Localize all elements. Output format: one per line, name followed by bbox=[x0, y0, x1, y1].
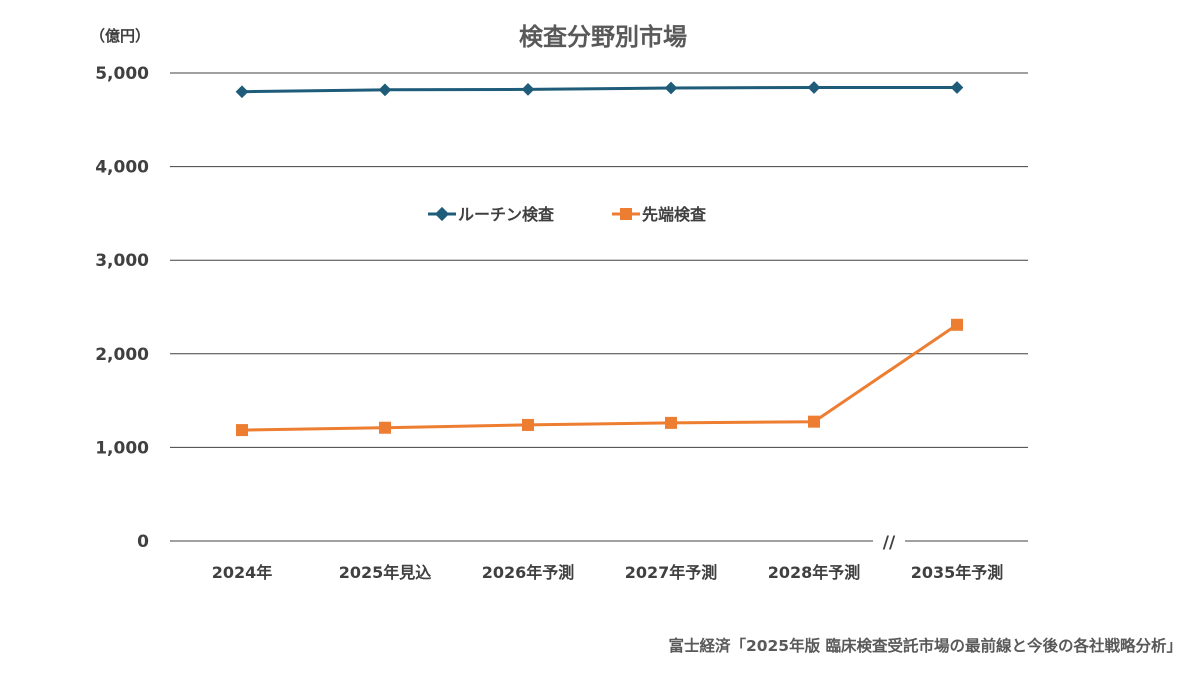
x-tick-label: 2035年予測 bbox=[911, 563, 1004, 582]
y-tick-label: 3,000 bbox=[95, 251, 149, 271]
data-point bbox=[522, 418, 534, 431]
data-point bbox=[378, 83, 392, 97]
chart-title: 検査分野別市場 bbox=[519, 23, 687, 51]
x-tick-label: 2028年予測 bbox=[768, 563, 861, 582]
series-layer bbox=[235, 81, 964, 437]
legend-item-routine: ルーチン検査 bbox=[428, 205, 554, 224]
axis-break-mark: // bbox=[883, 533, 896, 553]
data-point bbox=[236, 424, 248, 437]
y-tick-label: 0 bbox=[137, 532, 149, 552]
data-point bbox=[235, 85, 249, 99]
data-point bbox=[379, 421, 391, 434]
series-line bbox=[241, 323, 958, 432]
y-tick-label: 1,000 bbox=[95, 438, 149, 458]
legend-marker-routine bbox=[434, 206, 450, 222]
x-tick-label: 2027年予測 bbox=[625, 563, 718, 582]
y-tick-label: 2,000 bbox=[95, 345, 149, 365]
data-point bbox=[808, 415, 820, 428]
x-tick-label: 2024年 bbox=[212, 563, 273, 582]
y-axis-ticks: 0 1,000 2,000 3,000 4,000 5,000 bbox=[95, 64, 149, 552]
y-tick-label: 5,000 bbox=[95, 64, 149, 84]
data-point bbox=[665, 416, 677, 429]
legend-item-advanced: 先端検査 bbox=[612, 205, 706, 224]
legend: ルーチン検査 先端検査 bbox=[428, 205, 706, 224]
source-citation: 富士経済「2025年版 臨床検査受託市場の最前線と今後の各社戦略分析」 bbox=[668, 636, 1182, 655]
axis-break-gap bbox=[873, 531, 905, 551]
y-tick-label: 4,000 bbox=[95, 158, 149, 178]
series-0 bbox=[235, 81, 964, 99]
series-line bbox=[241, 86, 957, 94]
data-point bbox=[951, 318, 963, 331]
y-axis-unit-label: （億円） bbox=[90, 27, 150, 45]
series-1 bbox=[236, 318, 963, 437]
x-axis-ticks: 2024年 2025年見込 2026年予測 2027年予測 2028年予測 2035年予測 bbox=[212, 563, 1004, 582]
x-tick-label: 2026年予測 bbox=[482, 563, 575, 582]
legend-label-advanced: 先端検査 bbox=[642, 205, 706, 224]
x-tick-label: 2025年見込 bbox=[339, 563, 432, 582]
legend-label-routine: ルーチン検査 bbox=[458, 205, 554, 224]
legend-marker-advanced bbox=[620, 208, 632, 220]
